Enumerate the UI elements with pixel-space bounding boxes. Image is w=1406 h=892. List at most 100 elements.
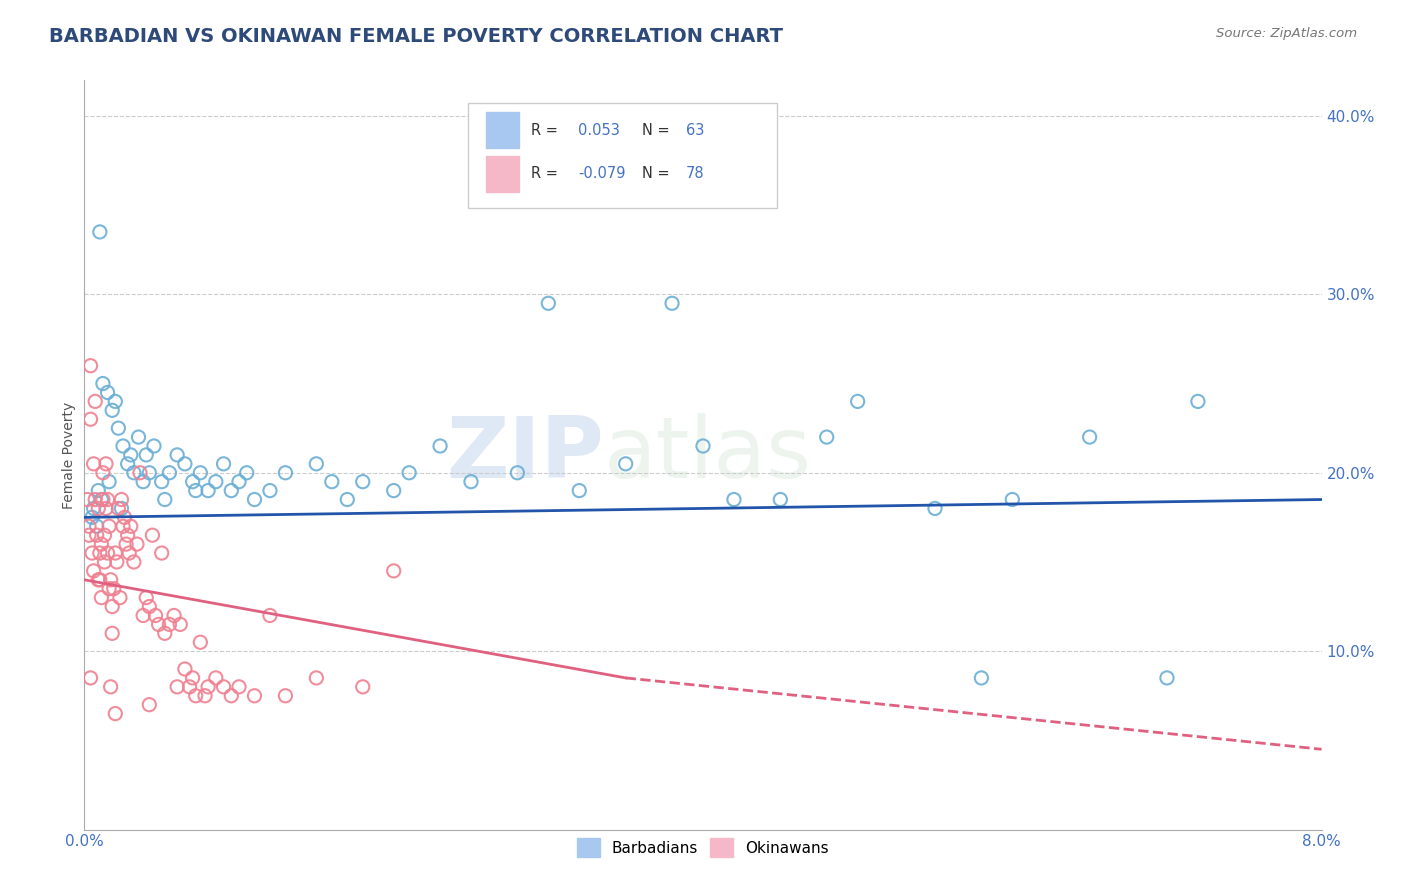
Point [259, 608, 281, 623]
Point [82, 510, 104, 524]
Point [568, 483, 591, 498]
Point [352, 475, 374, 489]
Point [91, 492, 114, 507]
Point [79, 412, 101, 426]
Point [243, 492, 266, 507]
Point [112, 439, 135, 453]
Point [205, 475, 228, 489]
Point [77, 528, 100, 542]
Point [93, 555, 115, 569]
Text: N =: N = [643, 167, 671, 181]
Point [91, 376, 114, 391]
Point [188, 466, 212, 480]
Point [243, 689, 266, 703]
Point [105, 555, 128, 569]
Point [122, 555, 145, 569]
Point [163, 608, 186, 623]
Point [382, 483, 405, 498]
Point [274, 466, 297, 480]
Point [94, 501, 117, 516]
Point [91, 466, 114, 480]
Point [100, 573, 122, 587]
Point [135, 591, 157, 605]
Point [179, 680, 201, 694]
Point [661, 296, 683, 310]
Point [98, 519, 121, 533]
Point [138, 466, 160, 480]
Text: atlas: atlas [605, 413, 813, 497]
Point [132, 608, 155, 623]
Point [90, 591, 112, 605]
Point [228, 680, 250, 694]
Point [174, 662, 197, 676]
Point [87, 573, 110, 587]
Point [83, 501, 105, 516]
Point [274, 689, 297, 703]
Point [153, 626, 176, 640]
Point [90, 537, 112, 551]
Point [352, 680, 374, 694]
FancyBboxPatch shape [486, 156, 519, 192]
Point [83, 564, 105, 578]
Point [1187, 394, 1209, 409]
Point [115, 537, 138, 551]
Point [506, 466, 529, 480]
Point [305, 457, 328, 471]
Point [212, 457, 235, 471]
Point [184, 483, 207, 498]
Point [89, 573, 111, 587]
Point [120, 519, 142, 533]
Text: 0.053: 0.053 [578, 123, 620, 138]
Point [815, 430, 838, 444]
Point [141, 528, 163, 542]
Point [110, 501, 132, 516]
Point [96, 546, 118, 560]
Text: ZIP: ZIP [446, 413, 605, 497]
Point [101, 626, 124, 640]
Point [82, 546, 104, 560]
Point [104, 706, 127, 721]
Point [174, 457, 197, 471]
Point [153, 492, 176, 507]
Text: R =: R = [531, 123, 562, 138]
Point [305, 671, 328, 685]
Point [117, 457, 139, 471]
Point [460, 475, 482, 489]
Point [846, 394, 869, 409]
Text: Source: ZipAtlas.com: Source: ZipAtlas.com [1216, 27, 1357, 40]
Point [219, 689, 242, 703]
Point [107, 421, 129, 435]
Point [118, 546, 141, 560]
Point [79, 671, 101, 685]
Text: BARBADIAN VS OKINAWAN FEMALE POVERTY CORRELATION CHART: BARBADIAN VS OKINAWAN FEMALE POVERTY COR… [49, 27, 783, 45]
Point [159, 466, 180, 480]
Point [87, 501, 110, 516]
Point [169, 617, 191, 632]
Point [107, 501, 129, 516]
Point [120, 448, 142, 462]
Point [135, 448, 157, 462]
Point [159, 617, 180, 632]
Point [188, 635, 212, 649]
Point [110, 492, 132, 507]
Point [87, 483, 110, 498]
Point [1078, 430, 1101, 444]
Point [83, 457, 105, 471]
Point [132, 475, 155, 489]
Point [108, 591, 131, 605]
Point [1156, 671, 1178, 685]
FancyBboxPatch shape [468, 103, 778, 208]
Point [194, 689, 217, 703]
Point [259, 483, 281, 498]
Point [86, 528, 108, 542]
Point [970, 671, 993, 685]
Point [100, 680, 122, 694]
Point [769, 492, 792, 507]
Point [145, 608, 167, 623]
Point [96, 385, 118, 400]
Point [143, 439, 166, 453]
Point [197, 680, 219, 694]
Point [166, 680, 188, 694]
Legend: Barbadians, Okinawans: Barbadians, Okinawans [571, 832, 835, 863]
Point [103, 582, 125, 596]
